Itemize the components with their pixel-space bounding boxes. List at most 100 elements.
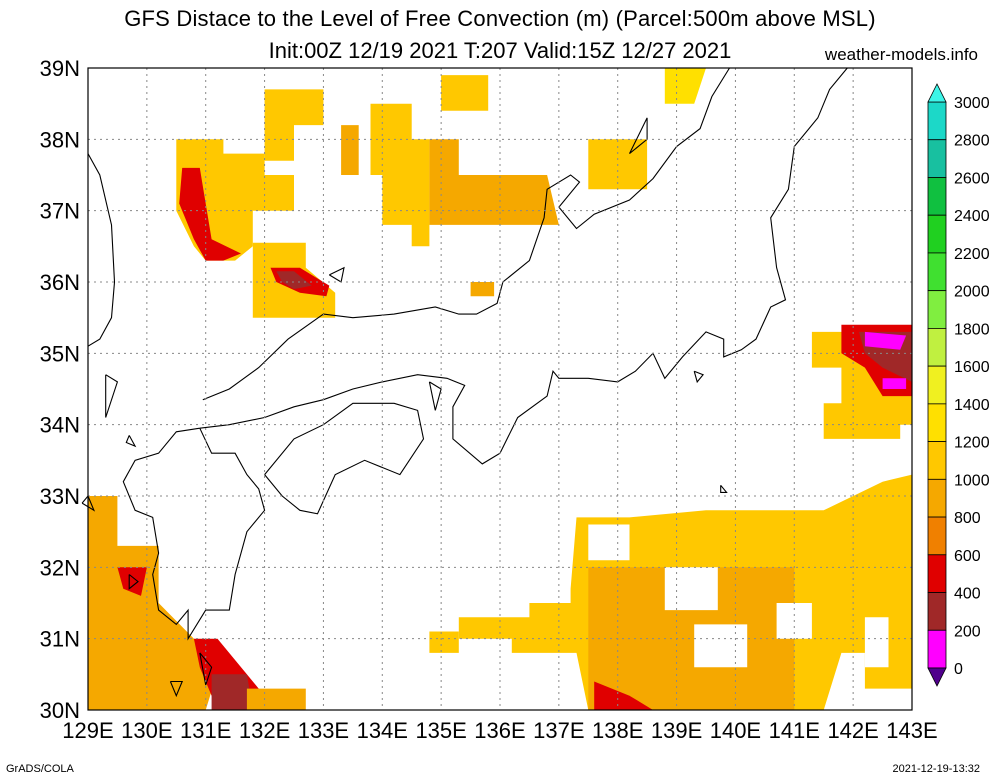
- coast-hachijo: [720, 484, 728, 493]
- colorbar-segment: [927, 101, 947, 141]
- field-ne-patch1: [264, 89, 324, 161]
- footer-credit: GrADS/COLA: [6, 763, 74, 775]
- grid-lines: [88, 68, 912, 710]
- field-wakasa: [470, 282, 495, 297]
- coast-awaji: [428, 381, 442, 411]
- coastline: [81, 67, 848, 698]
- coast-honshu-north: [202, 67, 730, 401]
- colorbar-label: 2600: [954, 170, 990, 187]
- site-label: weather-models.info: [824, 45, 978, 64]
- colorbar-segment: [927, 516, 947, 556]
- field-sw-red: [117, 567, 147, 596]
- coast-korea: [87, 153, 116, 347]
- coast-oki: [329, 266, 345, 283]
- lon-label: 137E: [533, 718, 584, 743]
- colorbar-segment: [927, 441, 947, 480]
- coast-tsushima: [105, 374, 119, 418]
- colorbar-top-arrow: [927, 83, 947, 103]
- field-hole2: [694, 624, 748, 668]
- coast-koshiki: [128, 574, 139, 590]
- lat-label: 34N: [40, 413, 80, 438]
- colorbar-segment: [927, 252, 947, 292]
- map-frame: [87, 67, 913, 711]
- field-small-yellow: [429, 631, 459, 653]
- lat-label: 30N: [40, 698, 80, 723]
- field-east-mag2: [882, 378, 907, 389]
- field-oki-brown: [276, 271, 312, 290]
- colorbar-label: 1400: [954, 397, 990, 414]
- colorbar-label: 2400: [954, 208, 990, 225]
- map-subtitle: Init:00Z 12/19 2021 T:207 Valid:15Z 12/2…: [268, 38, 732, 63]
- coast-oshima: [693, 370, 705, 384]
- colorbar-label: 200: [954, 623, 981, 640]
- lon-label: 143E: [886, 718, 937, 743]
- lat-label: 38N: [40, 127, 80, 152]
- lon-label: 135E: [415, 718, 466, 743]
- field-top-patch: [441, 75, 489, 111]
- lon-label: 139E: [651, 718, 702, 743]
- colorbar-segment: [927, 327, 947, 367]
- colorbar-label: 1800: [954, 321, 990, 338]
- colorbar-segment: [927, 139, 947, 178]
- field-hole5: [588, 524, 630, 561]
- lon-label: 142E: [827, 718, 878, 743]
- coast-tanegashima: [199, 652, 213, 686]
- field-se-red: [594, 681, 653, 710]
- field-central-sea2: [429, 139, 559, 225]
- lat-label: 36N: [40, 270, 80, 295]
- field-south-orange: [246, 688, 306, 710]
- lon-label: 136E: [474, 718, 525, 743]
- longitude-labels: 129E 130E 131E 132E 133E 134E 135E 136E 137E 138E…: [62, 718, 937, 743]
- lon-label: 131E: [180, 718, 231, 743]
- lat-label: 31N: [40, 627, 80, 652]
- map-title: GFS Distace to the Level of Free Convect…: [124, 6, 876, 31]
- colorbar: 3000 2800 2600 2400 2200 2000 1800 1600 1400 1200…: [927, 83, 990, 687]
- lon-label: 138E: [592, 718, 643, 743]
- coast-shikoku: [264, 402, 425, 515]
- lon-label: 134E: [357, 718, 408, 743]
- field-top-right: [664, 68, 706, 104]
- colorbar-segment: [927, 554, 947, 593]
- colorbar-segment: [927, 177, 947, 216]
- lon-label: 141E: [769, 718, 820, 743]
- field-hole1: [664, 567, 718, 611]
- lat-label: 39N: [40, 56, 80, 81]
- field-sw-orange: [88, 496, 224, 710]
- coast-iki: [125, 435, 137, 448]
- field-se-orange: [588, 567, 795, 710]
- field-east-mag1: [864, 331, 907, 350]
- colorbar-label: 2000: [954, 284, 990, 301]
- colorbar-label: 1000: [954, 472, 990, 489]
- colorbar-label: 2800: [954, 133, 990, 150]
- colorbar-label: 800: [954, 510, 981, 527]
- colorbar-label: 1600: [954, 359, 990, 376]
- colorbar-segment: [927, 365, 947, 405]
- colorbar-segment: [927, 214, 947, 254]
- lat-label: 35N: [40, 341, 80, 366]
- lat-label: 37N: [40, 199, 80, 224]
- coast-sado: [629, 117, 648, 155]
- cape-fields: [88, 68, 912, 710]
- colorbar-segment: [927, 592, 947, 631]
- field-south-brown: [211, 674, 253, 710]
- latitude-labels: 39N 38N 37N 36N 35N 34N 33N 32N 31N 30N: [40, 56, 80, 723]
- colorbar-segment: [927, 403, 947, 443]
- colorbar-label: 2200: [954, 246, 990, 263]
- colorbar-label: 1200: [954, 435, 990, 452]
- colorbar-segment: [927, 290, 947, 329]
- colorbar-label: 600: [954, 548, 981, 565]
- footer-timestamp: 2021-12-19-13:32: [892, 763, 980, 775]
- coast-kyushu: [122, 427, 266, 641]
- lat-label: 32N: [40, 555, 80, 580]
- colorbar-bottom-arrow: [927, 667, 947, 687]
- coast-honshu-south: [199, 67, 848, 465]
- coast-yakushima: [169, 680, 184, 698]
- lon-label: 130E: [121, 718, 172, 743]
- lon-label: 132E: [239, 718, 290, 743]
- field-hole4: [864, 617, 889, 668]
- field-n-patch: [341, 125, 359, 175]
- lon-label: 133E: [298, 718, 349, 743]
- colorbar-label: 400: [954, 586, 981, 603]
- colorbar-label: 3000: [954, 95, 990, 112]
